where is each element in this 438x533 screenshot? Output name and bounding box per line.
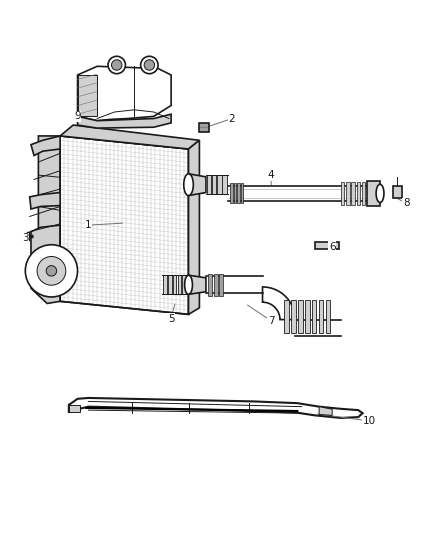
Bar	[234, 183, 237, 204]
Text: 1: 1	[85, 220, 92, 230]
Circle shape	[46, 265, 57, 276]
Bar	[212, 175, 216, 194]
Bar	[214, 274, 218, 296]
Bar	[178, 275, 181, 294]
Bar	[168, 275, 172, 294]
Circle shape	[37, 256, 66, 285]
Bar	[163, 275, 167, 294]
Bar	[241, 183, 244, 204]
Bar	[298, 300, 303, 333]
Bar	[341, 182, 344, 205]
Polygon shape	[78, 75, 97, 116]
Bar	[237, 183, 240, 204]
Text: 5: 5	[168, 314, 174, 324]
Bar	[312, 300, 317, 333]
Polygon shape	[319, 407, 332, 415]
Bar	[326, 300, 330, 333]
Circle shape	[108, 56, 125, 74]
Polygon shape	[39, 136, 60, 301]
Polygon shape	[69, 398, 363, 418]
Bar	[393, 185, 402, 198]
Bar	[208, 274, 212, 296]
Bar	[173, 275, 177, 294]
Text: 7: 7	[268, 316, 275, 326]
Text: 6: 6	[329, 242, 336, 252]
Circle shape	[112, 60, 122, 70]
Bar	[284, 300, 289, 333]
Ellipse shape	[184, 174, 193, 196]
Text: 8: 8	[403, 198, 410, 208]
Bar	[362, 182, 365, 205]
Bar	[291, 300, 296, 333]
Text: 2: 2	[229, 114, 235, 124]
Bar	[315, 242, 339, 249]
Bar	[357, 182, 360, 205]
Text: 4: 4	[268, 170, 275, 180]
Bar	[346, 182, 350, 205]
Bar	[183, 275, 186, 294]
Circle shape	[141, 56, 158, 74]
Text: 9: 9	[74, 111, 81, 122]
Ellipse shape	[376, 184, 384, 203]
Polygon shape	[78, 114, 171, 128]
Bar	[305, 300, 310, 333]
Polygon shape	[78, 66, 171, 120]
Text: 10: 10	[363, 416, 376, 426]
Polygon shape	[31, 225, 60, 303]
Text: 3: 3	[22, 233, 28, 243]
Polygon shape	[31, 136, 60, 156]
Bar	[367, 181, 380, 206]
Circle shape	[25, 245, 78, 297]
Bar	[319, 300, 323, 333]
Bar	[230, 183, 233, 204]
Bar	[207, 175, 211, 194]
Bar	[219, 274, 223, 296]
Polygon shape	[188, 174, 206, 196]
Polygon shape	[30, 192, 60, 209]
Ellipse shape	[185, 275, 192, 294]
Bar	[217, 175, 222, 194]
Bar	[199, 123, 209, 132]
Polygon shape	[188, 275, 206, 294]
Polygon shape	[60, 136, 188, 314]
Polygon shape	[188, 140, 199, 314]
Polygon shape	[262, 287, 295, 320]
Bar	[69, 405, 80, 412]
Bar	[223, 175, 227, 194]
Bar	[351, 182, 355, 205]
Circle shape	[144, 60, 155, 70]
Polygon shape	[60, 125, 199, 149]
